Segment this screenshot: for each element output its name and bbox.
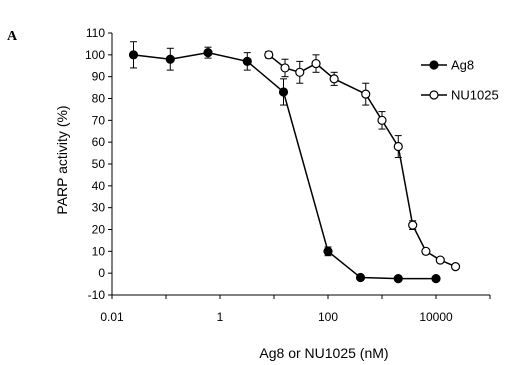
data-point xyxy=(203,48,213,58)
data-point xyxy=(165,54,175,64)
data-point xyxy=(278,87,289,97)
legend-item-ag8: Ag8 xyxy=(421,58,474,73)
data-point xyxy=(393,274,403,284)
y-tick-label: 10 xyxy=(92,244,106,258)
data-point xyxy=(377,115,387,125)
y-axis-title: PARP activity (%) xyxy=(54,105,70,214)
y-tick-label: 60 xyxy=(92,135,106,149)
y-tick-label: 40 xyxy=(92,179,106,193)
data-point xyxy=(408,220,418,230)
data-point xyxy=(393,141,403,152)
x-tick-label: 100 xyxy=(318,310,338,324)
y-tick-label: 100 xyxy=(85,48,105,62)
legend: Ag8 NU1025 xyxy=(421,58,499,103)
data-point xyxy=(329,74,339,84)
y-tick-label: 0 xyxy=(98,266,105,280)
data-point xyxy=(450,262,461,272)
data-point xyxy=(128,50,139,60)
x-axis-title: Ag8 or NU1025 (nM) xyxy=(259,345,388,361)
series-ag8 xyxy=(128,41,441,284)
panel-label: A xyxy=(7,29,18,44)
y-tick-label: 50 xyxy=(92,157,106,171)
legend-marker xyxy=(429,90,439,100)
plot-area xyxy=(128,41,461,284)
data-point xyxy=(421,246,431,256)
legend-marker xyxy=(429,60,439,70)
legend-item-nu1025: NU1025 xyxy=(421,88,499,103)
series-line xyxy=(133,51,436,280)
data-point xyxy=(431,274,441,284)
y-tick-label: 80 xyxy=(92,92,106,106)
series-nu1025 xyxy=(264,50,461,272)
y-tick-label: -10 xyxy=(88,288,106,302)
y-tick-label: 90 xyxy=(92,70,106,84)
data-point xyxy=(435,255,445,265)
data-point xyxy=(242,56,252,66)
y-tick-label: 70 xyxy=(92,113,106,127)
data-point xyxy=(311,58,321,69)
data-point xyxy=(295,67,305,77)
x-tick-label: 10000 xyxy=(419,310,453,324)
data-point xyxy=(264,50,274,60)
y-tick-label: 110 xyxy=(86,26,105,40)
data-point xyxy=(280,63,290,73)
legend-label: Ag8 xyxy=(451,58,474,73)
y-tick-label: 30 xyxy=(92,201,106,215)
series-line xyxy=(268,54,456,268)
data-point xyxy=(355,272,366,283)
data-point xyxy=(323,246,333,256)
axes: -10 0 10 20 30 40 50 60 70 80 90 100 110 0.01 1 100 1000… xyxy=(85,26,491,324)
x-tick-label: 0.01 xyxy=(100,310,124,324)
x-tick-label: 1 xyxy=(217,310,224,324)
data-point xyxy=(361,89,371,99)
y-tick-label: 20 xyxy=(92,223,106,237)
legend-label: NU1025 xyxy=(451,88,499,103)
